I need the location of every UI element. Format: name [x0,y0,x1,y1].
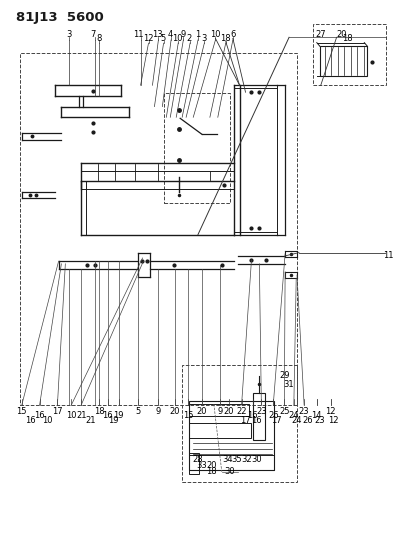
Text: 23: 23 [299,407,309,416]
Text: 30: 30 [251,455,262,464]
Text: 18: 18 [221,34,231,43]
Text: 19: 19 [108,416,118,424]
Text: 19: 19 [114,411,124,420]
Text: 16: 16 [248,411,258,420]
Text: 10: 10 [42,416,53,424]
Text: 5: 5 [160,34,166,43]
Text: 30: 30 [225,467,235,476]
Text: 20: 20 [197,407,207,416]
Text: 20: 20 [170,407,180,416]
Text: 31: 31 [283,381,293,389]
Text: 2: 2 [187,34,192,43]
Text: 20: 20 [224,407,234,416]
Text: 11: 11 [133,30,144,39]
Text: 25: 25 [279,407,289,416]
Text: 14: 14 [312,411,322,420]
Text: 8: 8 [96,34,102,43]
Text: 24: 24 [289,411,299,420]
Text: 22: 22 [236,407,247,416]
Text: 1: 1 [195,30,201,39]
Text: 17: 17 [271,416,282,424]
Text: 9: 9 [217,407,223,416]
Text: 28: 28 [192,455,202,464]
Text: 27: 27 [316,30,326,39]
Text: 16: 16 [103,411,113,420]
Text: 81J13  5600: 81J13 5600 [16,11,104,23]
Text: 5: 5 [135,407,141,416]
Text: 21: 21 [85,416,95,424]
Text: 23: 23 [315,416,325,424]
Text: 24: 24 [292,416,302,424]
Text: 35: 35 [232,455,242,464]
Text: 15: 15 [17,407,27,416]
Bar [164,93,230,203]
Text: 18: 18 [343,34,353,43]
Text: 10: 10 [210,30,220,39]
Bar [182,365,297,482]
Text: 3: 3 [67,30,72,39]
Text: 10: 10 [172,34,183,43]
Text: 20: 20 [336,30,346,39]
Text: 26: 26 [268,411,278,420]
Text: 12: 12 [326,407,336,416]
Text: 7: 7 [90,30,96,39]
Bar [189,404,249,416]
Text: 12: 12 [329,416,339,424]
Text: 33: 33 [196,462,208,470]
Bar [189,423,251,438]
Text: 17: 17 [52,407,63,416]
Bar [253,393,265,440]
Text: 26: 26 [303,416,313,424]
Text: 29: 29 [280,372,290,380]
Bar [313,24,386,85]
Text: 18: 18 [94,407,104,416]
Text: 32: 32 [241,455,251,464]
Text: 23: 23 [256,407,267,416]
Text: 18: 18 [207,467,217,476]
Bar [20,53,297,405]
Text: 9: 9 [180,30,186,39]
Text: 20: 20 [207,462,217,470]
Text: 3: 3 [201,34,207,43]
Text: 11: 11 [383,252,393,260]
Text: 17: 17 [240,416,251,424]
Bar [189,401,274,470]
Text: 34: 34 [223,455,233,464]
Text: 16: 16 [34,411,45,420]
Bar [189,453,199,474]
Text: 12: 12 [143,34,154,43]
Text: 6: 6 [230,30,236,39]
Text: 21: 21 [76,411,86,420]
Text: 15: 15 [183,411,193,420]
Bar [189,455,274,470]
Text: 16: 16 [251,416,262,424]
Text: 10: 10 [66,411,76,420]
Text: 13: 13 [152,30,163,39]
Text: 4: 4 [168,30,173,39]
Bar [320,46,367,76]
Text: 9: 9 [156,407,161,416]
Text: 16: 16 [26,416,36,424]
